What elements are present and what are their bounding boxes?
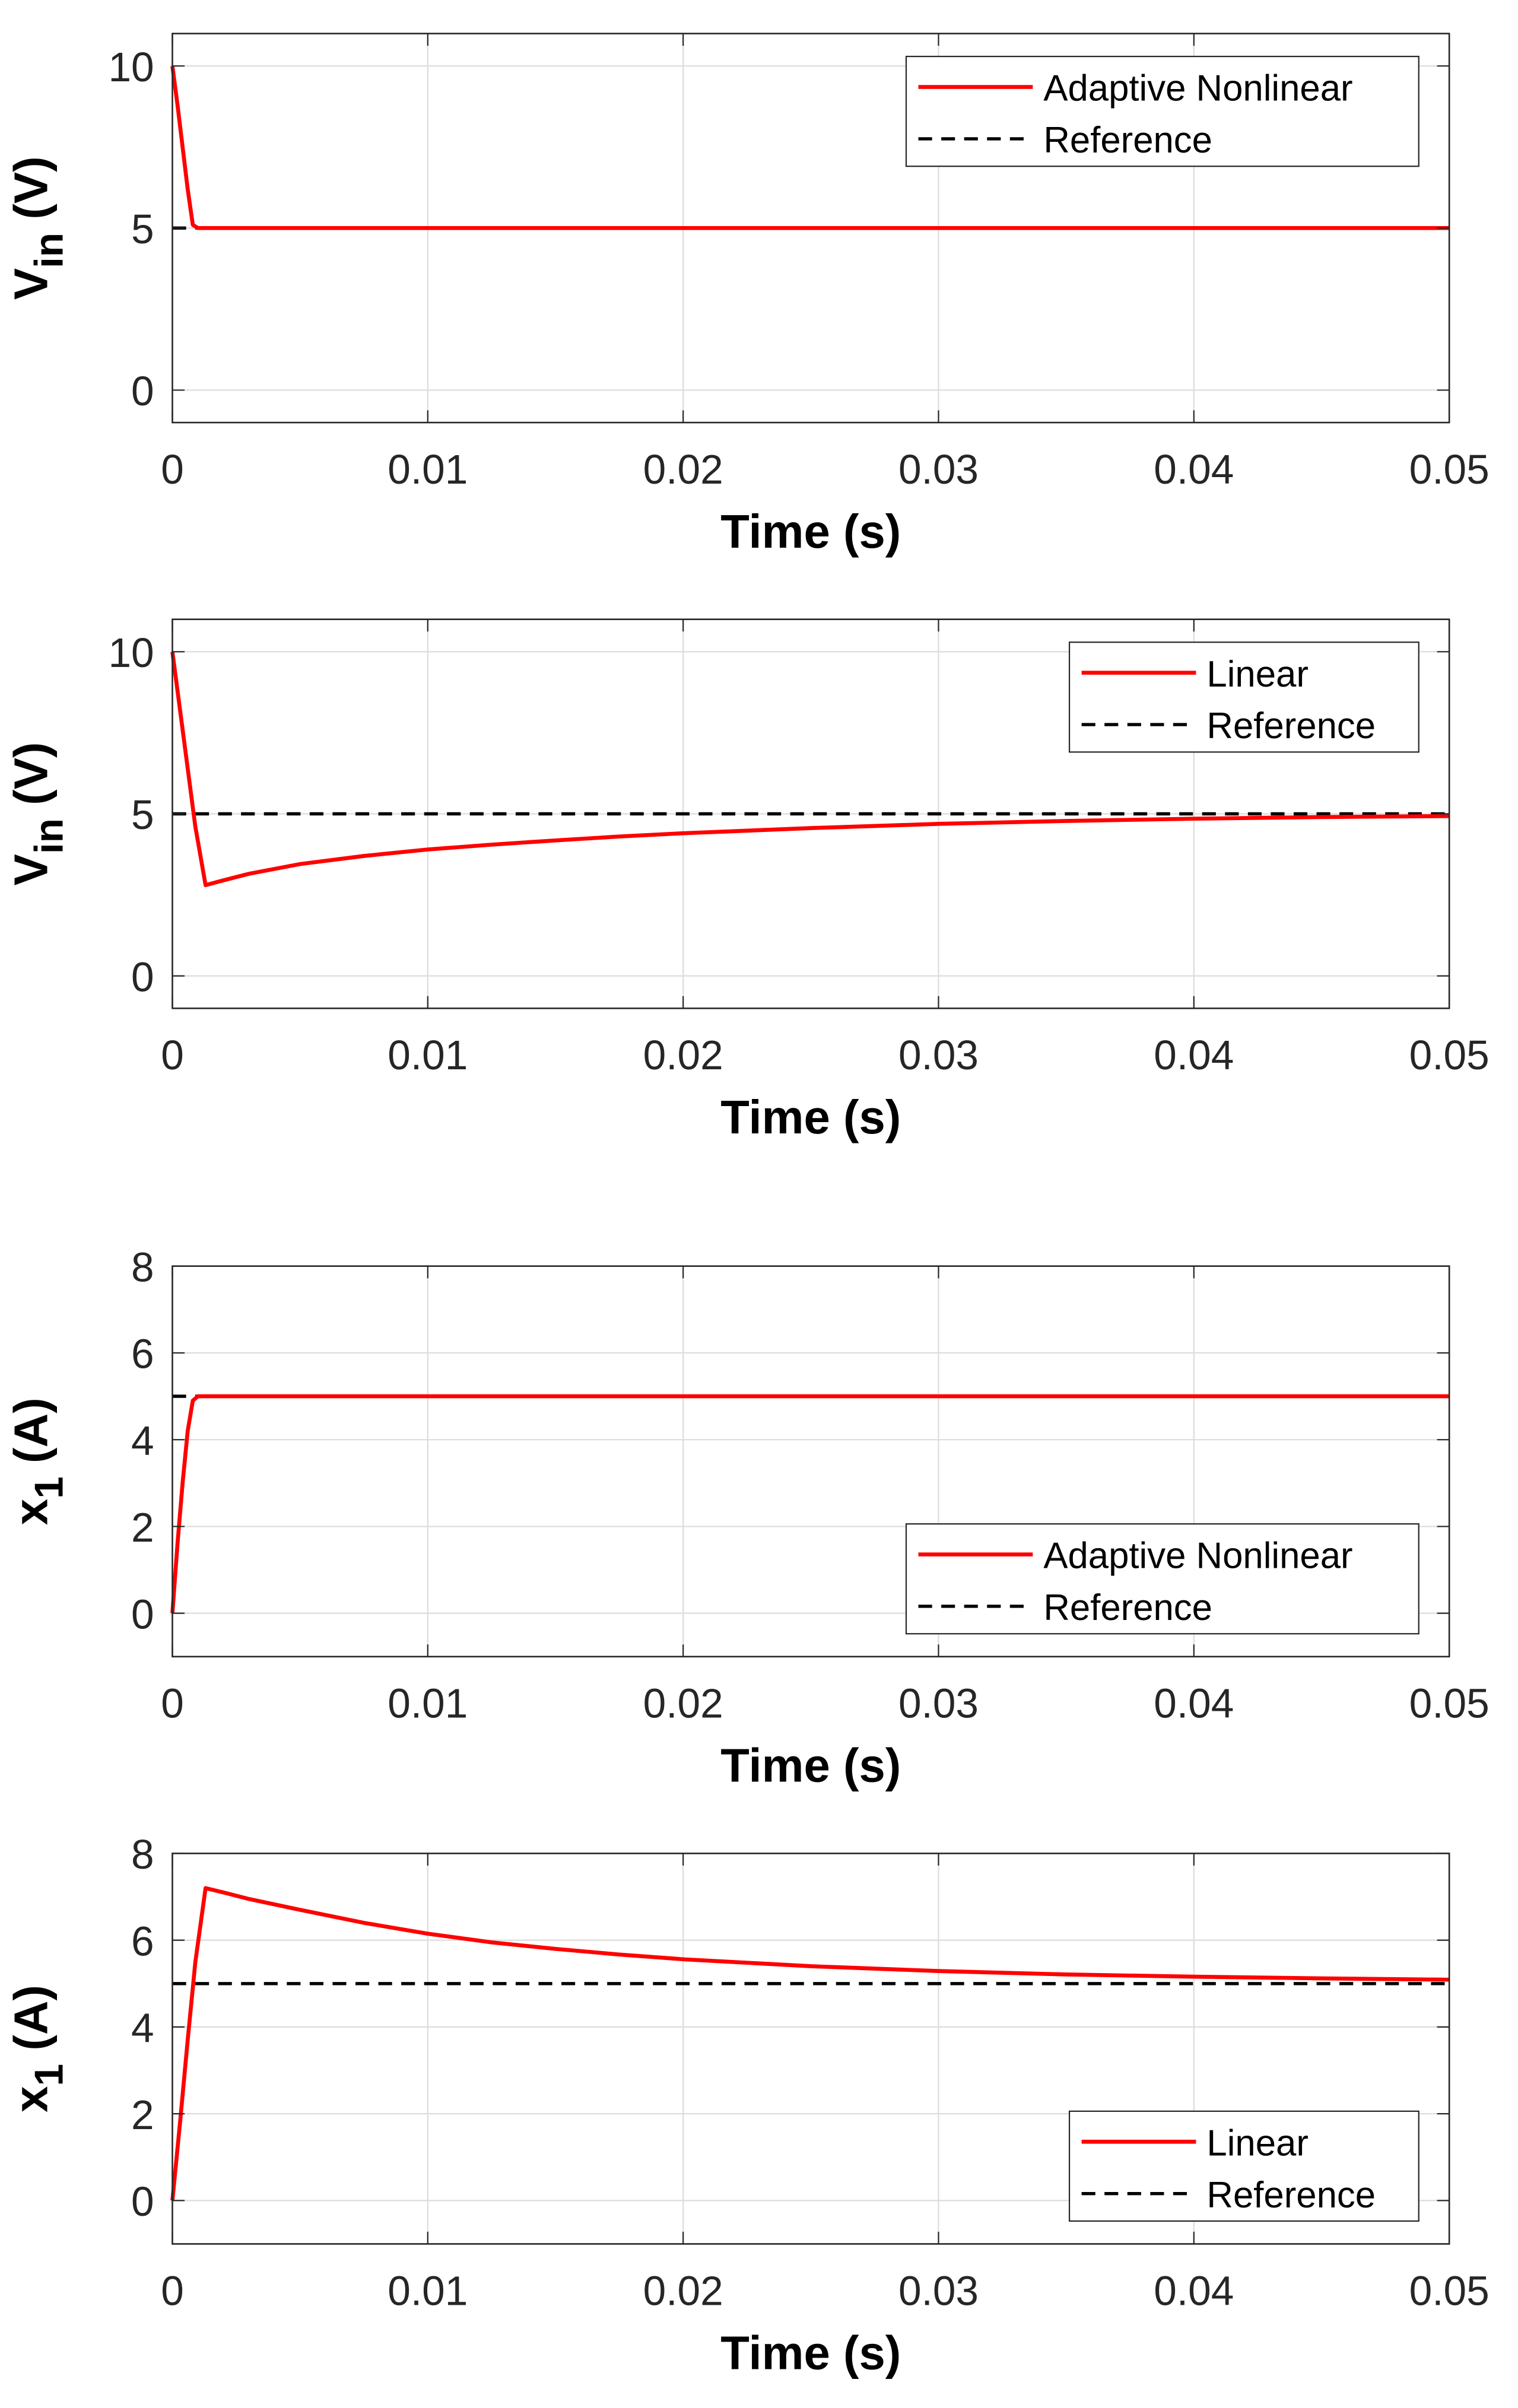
y-axis-label-unit: (V) — [5, 742, 58, 818]
x-tick-label: 0.04 — [1154, 2267, 1234, 2314]
y-axis-label-subscript: in — [27, 233, 71, 268]
chart-panel-4: 0 0.01 0.02 0.03 0.04 0.05 0 2 4 6 8 Time (s) x1 (A)… — [5, 1831, 1490, 2379]
legend-label: Reference — [1206, 2175, 1376, 2216]
axes-box — [172, 1265, 1450, 1658]
y-axis-label-main: V — [5, 854, 58, 885]
axes-box — [172, 1853, 1450, 2245]
y-axis-label: x1 (A) — [5, 1397, 72, 1525]
y-axis-label-subscript: 1 — [27, 2064, 71, 2086]
y-tick-label: 8 — [131, 1244, 154, 1290]
legend: Adaptive Nonlinear Reference — [905, 1523, 1419, 1635]
series-line-linear — [170, 651, 1450, 887]
x-tick-label: 0 — [161, 1680, 184, 1727]
y-axis-label: Vin (V) — [5, 742, 72, 886]
x-tick-label: 0.05 — [1409, 2267, 1490, 2314]
x-tick-label: 0.01 — [388, 2267, 468, 2314]
y-axis-label-subscript: in — [27, 818, 71, 854]
y-axis-label-subscript: 1 — [27, 1476, 71, 1499]
y-tick-label: 8 — [131, 1831, 154, 1878]
y-tick-label: 5 — [131, 206, 154, 252]
y-tick-label: 2 — [131, 2092, 154, 2138]
x-tick-label: 0.01 — [388, 1680, 468, 1727]
x-tick-label: 0 — [161, 1032, 184, 1078]
x-tick-label: 0 — [161, 2267, 184, 2314]
x-tick-label: 0.03 — [898, 446, 979, 493]
legend-label: Adaptive Nonlinear — [1043, 1536, 1352, 1577]
chart-panel-3: 0 0.01 0.02 0.03 0.04 0.05 0 2 4 6 8 Time (s) x1 (A)… — [5, 1244, 1490, 1791]
y-tick-label: 10 — [108, 44, 154, 90]
y-axis-label-main: x — [5, 1499, 58, 1525]
y-tick-label: 0 — [131, 954, 154, 1000]
x-tick-label: 0.02 — [643, 1032, 723, 1078]
y-tick-label: 0 — [131, 1591, 154, 1637]
legend-box — [905, 56, 1419, 167]
x-tick-label: 0.02 — [643, 446, 723, 493]
y-axis-label: Vin (V) — [5, 156, 72, 300]
x-tick-label: 0.05 — [1409, 446, 1490, 493]
y-tick-label: 2 — [131, 1504, 154, 1551]
y-tick-label: 6 — [131, 1918, 154, 1964]
x-tick-label: 0.04 — [1154, 1032, 1234, 1078]
x-tick-label: 0.02 — [643, 2267, 723, 2314]
x-tick-label: 0.05 — [1409, 1032, 1490, 1078]
x-tick-label: 0 — [161, 446, 184, 493]
legend-box — [1068, 641, 1419, 753]
x-tick-label: 0.03 — [898, 1032, 979, 1078]
y-axis-label-main: V — [5, 268, 58, 300]
series-line-linear — [170, 1886, 1450, 2201]
y-tick-label: 4 — [131, 2005, 154, 2051]
x-tick-label: 0.03 — [898, 1680, 979, 1727]
legend-box — [905, 1523, 1419, 1635]
y-tick-label: 5 — [131, 792, 154, 838]
y-axis-label-unit: (A) — [5, 1985, 58, 2064]
x-axis-label: Time (s) — [720, 1091, 901, 1143]
x-tick-label: 0.01 — [388, 446, 468, 493]
x-tick-label: 0.04 — [1154, 446, 1234, 493]
chart-panel-2: 0 0.01 0.02 0.03 0.04 0.05 0 5 10 Time (s) Vin (V)… — [5, 618, 1490, 1143]
legend: Adaptive Nonlinear Reference — [905, 56, 1419, 167]
y-tick-label: 0 — [131, 2178, 154, 2225]
legend-box — [1068, 2110, 1419, 2222]
y-axis-label-main: x — [5, 2086, 58, 2112]
legend-label: Adaptive Nonlinear — [1043, 68, 1352, 109]
chart-panel-1: 0 0.01 0.02 0.03 0.04 0.05 0 5 10 Time (s) Vin (V)… — [5, 33, 1490, 558]
y-axis-label-unit: (A) — [5, 1397, 58, 1476]
series-line-adaptive-nonlinear — [170, 1394, 1450, 1613]
series-line-adaptive-nonlinear — [170, 65, 1450, 230]
y-tick-label: 10 — [108, 630, 154, 676]
x-tick-label: 0.01 — [388, 1032, 468, 1078]
x-axis-label: Time (s) — [720, 1739, 901, 1792]
x-axis-label: Time (s) — [720, 2326, 901, 2379]
x-tick-label: 0.03 — [898, 2267, 979, 2314]
x-tick-label: 0.02 — [643, 1680, 723, 1727]
y-tick-label: 0 — [131, 368, 154, 414]
y-axis-label-unit: (V) — [5, 156, 58, 232]
y-tick-label: 4 — [131, 1418, 154, 1464]
y-tick-label: 6 — [131, 1331, 154, 1377]
legend: Linear Reference — [1068, 641, 1419, 753]
legend-label: Reference — [1206, 706, 1376, 746]
legend-label: Reference — [1043, 120, 1212, 161]
legend-label: Linear — [1206, 654, 1308, 695]
x-axis-label: Time (s) — [720, 505, 901, 558]
x-tick-label: 0.05 — [1409, 1680, 1490, 1727]
legend-label: Linear — [1206, 2123, 1308, 2164]
legend: Linear Reference — [1068, 2110, 1419, 2222]
x-tick-label: 0.04 — [1154, 1680, 1234, 1727]
y-axis-label: x1 (A) — [5, 1985, 72, 2112]
legend-label: Reference — [1043, 1587, 1212, 1628]
